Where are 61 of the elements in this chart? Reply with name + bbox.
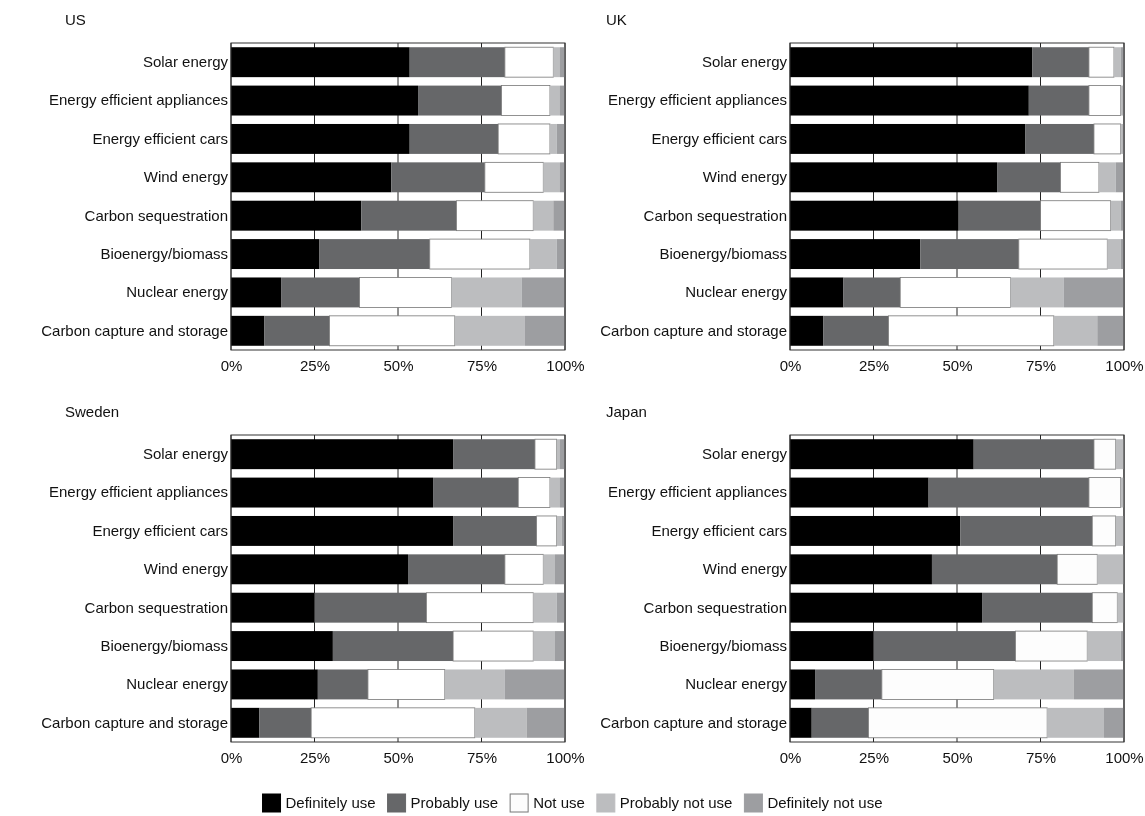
y-tick-label: Energy efficient appliances — [607, 483, 787, 501]
x-tick-label: 50% — [383, 356, 414, 374]
y-tick-label: Bioenergy/biomass — [659, 636, 787, 654]
legend-label: Definitely use — [285, 794, 376, 811]
x-tick-label: 75% — [466, 748, 498, 766]
y-tick-label: Energy efficient cars — [92, 521, 228, 539]
text: Japan — [606, 403, 647, 420]
y-tick-label: Carbon sequestration — [84, 598, 228, 616]
y-tick-label: Carbon sequestration — [643, 206, 787, 224]
x-tick-label: 25% — [858, 356, 890, 374]
x-tick-label: 100% — [546, 748, 585, 766]
text: US — [65, 11, 86, 28]
legend-label: Definitely not use — [767, 794, 883, 811]
y-tick-label: Wind energy — [702, 168, 788, 186]
x-tick-label: 50% — [942, 748, 973, 766]
x-tick-label: 25% — [858, 748, 890, 766]
y-tick-label: Wind energy — [702, 560, 788, 578]
y-tick-label: Solar energy — [142, 444, 229, 462]
text: UK — [606, 11, 627, 28]
y-tick-label: Bioenergy/biomass — [100, 636, 228, 654]
x-tick-label: 100% — [1105, 748, 1144, 766]
y-tick-label: Bioenergy/biomass — [100, 244, 228, 262]
x-tick-label: 75% — [1025, 748, 1057, 766]
y-tick-label: Carbon capture and storage — [41, 321, 228, 339]
y-tick-label: Solar energy — [701, 52, 788, 70]
y-tick-label: Wind energy — [143, 168, 229, 186]
y-tick-label: Wind energy — [143, 560, 229, 578]
y-tick-label: Nuclear energy — [685, 675, 788, 693]
x-tick-label: 75% — [466, 356, 498, 374]
y-tick-label: Carbon capture and storage — [600, 713, 787, 731]
y-tick-label: Carbon capture and storage — [600, 321, 787, 339]
x-tick-label: 25% — [299, 356, 331, 374]
y-tick-label: Carbon capture and storage — [41, 713, 228, 731]
y-tick-label: Energy efficient appliances — [48, 91, 228, 109]
x-tick-label: 0% — [779, 748, 802, 766]
y-tick-label: Carbon sequestration — [84, 206, 228, 224]
y-tick-label: Energy efficient cars — [651, 129, 787, 147]
y-tick-label: Energy efficient cars — [651, 521, 787, 539]
x-tick-label: 100% — [546, 356, 585, 374]
x-tick-label: 0% — [220, 356, 243, 374]
x-tick-label: 0% — [779, 356, 802, 374]
x-tick-label: 25% — [299, 748, 331, 766]
y-tick-label: Bioenergy/biomass — [659, 244, 787, 262]
y-tick-label: Solar energy — [142, 52, 229, 70]
y-tick-label: Solar energy — [701, 444, 788, 462]
x-tick-label: 100% — [1105, 356, 1144, 374]
y-tick-label: Nuclear energy — [126, 283, 229, 301]
x-tick-label: 50% — [942, 356, 973, 374]
legend-label: Probably not use — [619, 794, 733, 811]
x-tick-label: 50% — [383, 748, 414, 766]
y-tick-label: Carbon sequestration — [643, 598, 787, 616]
x-tick-label: 75% — [1025, 356, 1057, 374]
y-tick-label: Energy efficient appliances — [607, 91, 787, 109]
y-tick-label: Nuclear energy — [685, 283, 788, 301]
legend-label: Not use — [533, 794, 585, 811]
y-tick-label: Energy efficient appliances — [48, 483, 228, 501]
text: Sweden — [65, 403, 120, 420]
y-tick-label: Energy efficient cars — [92, 129, 228, 147]
y-tick-label: Nuclear energy — [126, 675, 229, 693]
legend-label: Probably use — [410, 794, 499, 811]
x-tick-label: 0% — [220, 748, 243, 766]
